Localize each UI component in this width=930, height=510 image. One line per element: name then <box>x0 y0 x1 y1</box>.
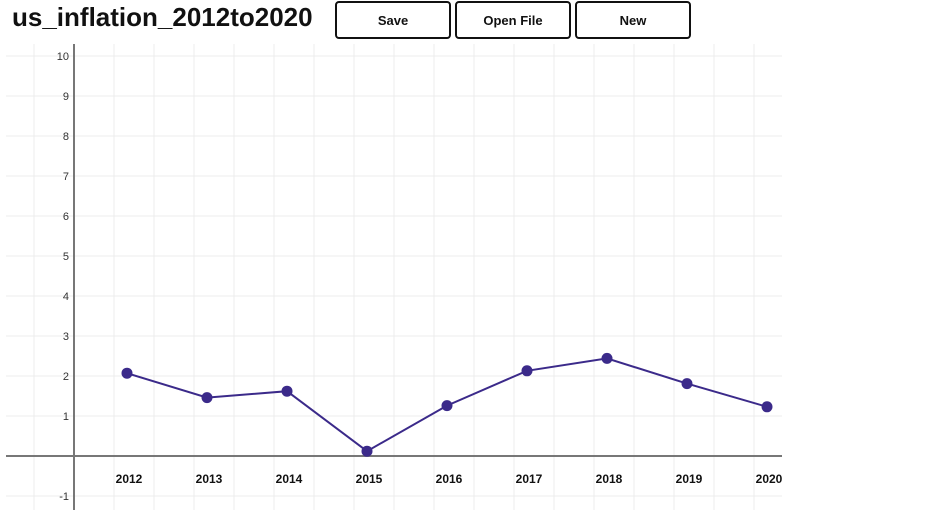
save-button[interactable]: Save <box>335 1 451 39</box>
data-point[interactable] <box>681 378 693 390</box>
y-tick-label: 10 <box>57 51 69 63</box>
x-tick-label: 2020 <box>756 472 783 486</box>
new-button[interactable]: New <box>575 1 691 39</box>
data-point[interactable] <box>441 400 453 412</box>
line-chart[interactable]: -1 1 2 3 4 5 6 7 8 9 10 2012 2013 2014 2015 2016 2017 201… <box>0 44 790 510</box>
tick-labels: -1 1 2 3 4 5 6 7 8 9 10 2012 2013 2014 2015 2016 2017 201… <box>57 51 783 503</box>
y-tick-label: 1 <box>63 411 69 423</box>
x-tick-label: 2013 <box>196 472 223 486</box>
open-file-button[interactable]: Open File <box>455 1 571 39</box>
series <box>121 352 773 457</box>
toolbar: us_inflation_2012to2020 Save Open File N… <box>0 0 930 46</box>
document-title: us_inflation_2012to2020 <box>12 2 313 32</box>
x-tick-label: 2014 <box>276 472 303 486</box>
y-tick-label: 5 <box>63 251 69 263</box>
y-tick-label: 4 <box>63 291 69 303</box>
data-point[interactable] <box>601 352 613 364</box>
data-point[interactable] <box>281 385 293 397</box>
x-tick-label: 2012 <box>116 472 143 486</box>
y-tick-label: 8 <box>63 131 69 143</box>
data-point[interactable] <box>121 367 133 379</box>
data-point[interactable] <box>521 365 533 377</box>
y-tick-label: 7 <box>63 171 69 183</box>
y-tick-label: 9 <box>63 91 69 103</box>
y-tick-label: 3 <box>63 331 69 343</box>
axes <box>6 44 782 510</box>
y-tick-label: 2 <box>63 371 69 383</box>
grid <box>6 44 782 510</box>
x-tick-label: 2016 <box>436 472 463 486</box>
y-tick-label: -1 <box>59 491 69 503</box>
y-tick-label: 6 <box>63 211 69 223</box>
x-tick-label: 2018 <box>596 472 623 486</box>
data-point[interactable] <box>201 392 213 404</box>
x-tick-label: 2015 <box>356 472 383 486</box>
data-point[interactable] <box>361 445 373 457</box>
x-tick-label: 2017 <box>516 472 543 486</box>
data-point[interactable] <box>761 401 773 413</box>
chart-area[interactable]: -1 1 2 3 4 5 6 7 8 9 10 2012 2013 2014 2015 2016 2017 201… <box>0 44 790 510</box>
x-tick-label: 2019 <box>676 472 703 486</box>
